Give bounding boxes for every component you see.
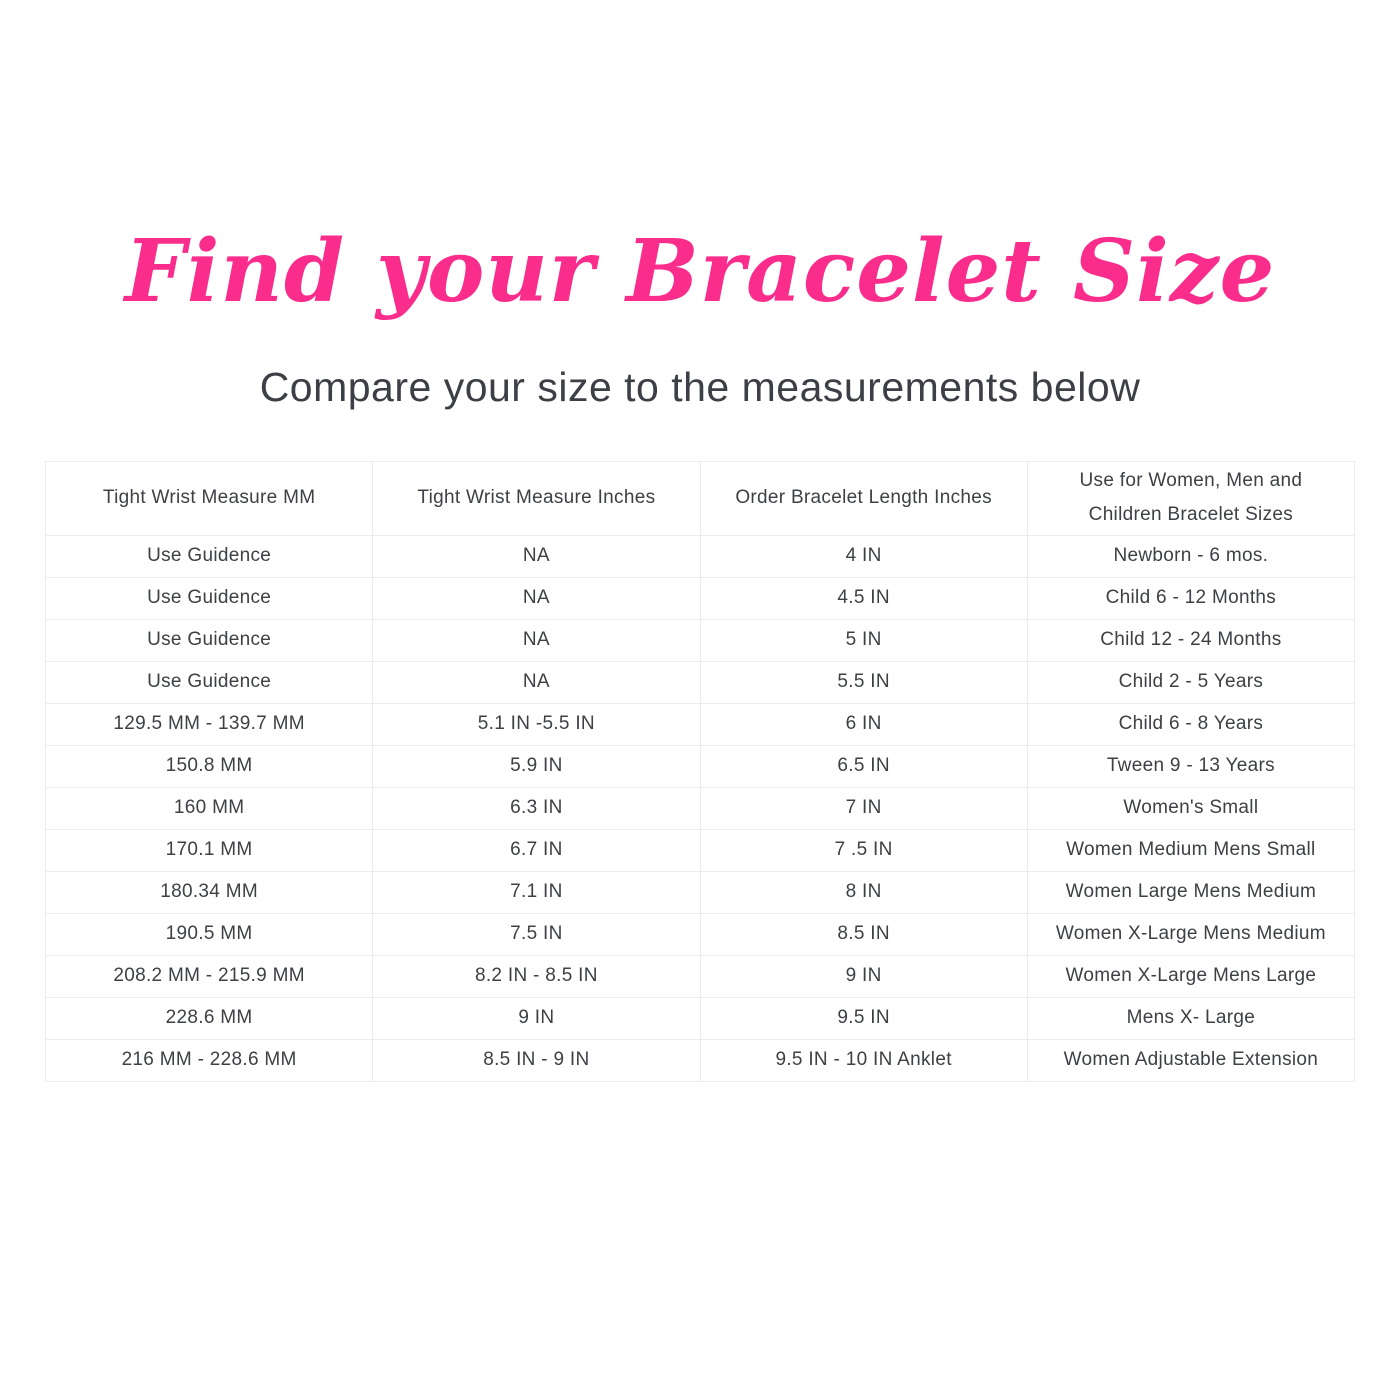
table-row: 216 MM - 228.6 MM 8.5 IN - 9 IN 9.5 IN - 1… <box>44 1038 1356 1082</box>
page-title: Find your Bracelet Size <box>124 221 1276 322</box>
table-cell: Child 12 - 24 Months <box>1026 618 1356 662</box>
table-cell: 8.5 IN - 9 IN <box>372 1038 701 1082</box>
table-cell: Mens X- Large <box>1026 996 1356 1040</box>
column-header-order-length: Order Bracelet Length Inches <box>699 460 1028 536</box>
table-cell: 8.5 IN <box>699 912 1028 956</box>
table-cell: 7 IN <box>699 786 1028 830</box>
table-cell: Child 6 - 12 Months <box>1026 576 1356 620</box>
table-row: Use Guidence NA 4 IN Newborn - 6 mos. <box>44 534 1356 578</box>
column-header-wrist-mm: Tight Wrist Measure MM <box>44 460 374 536</box>
table-cell: 6 IN <box>699 702 1028 746</box>
table-cell: Women X-Large Mens Large <box>1026 954 1356 998</box>
table-cell: 180.34 MM <box>44 870 374 914</box>
table-row: 150.8 MM 5.9 IN 6.5 IN Tween 9 - 13 Years <box>44 744 1356 788</box>
table-cell: Women Adjustable Extension <box>1026 1038 1356 1082</box>
table-cell: 9.5 IN - 10 IN Anklet <box>699 1038 1028 1082</box>
table-cell: Child 6 - 8 Years <box>1026 702 1356 746</box>
table-cell: NA <box>372 576 701 620</box>
table-cell: 190.5 MM <box>44 912 374 956</box>
table-cell: 5 IN <box>699 618 1028 662</box>
table-cell: 150.8 MM <box>44 744 374 788</box>
table-row: 180.34 MM 7.1 IN 8 IN Women Large Mens Medi… <box>44 870 1356 914</box>
table-cell: Child 2 - 5 Years <box>1026 660 1356 704</box>
table-row: Use Guidence NA 5.5 IN Child 2 - 5 Years <box>44 660 1356 704</box>
table-row: 208.2 MM - 215.9 MM 8.2 IN - 8.5 IN 9 IN Wo… <box>44 954 1356 998</box>
table-row: 160 MM 6.3 IN 7 IN Women's Small <box>44 786 1356 830</box>
table-cell: Use Guidence <box>44 534 374 578</box>
table-cell: 9.5 IN <box>699 996 1028 1040</box>
table-cell: Newborn - 6 mos. <box>1026 534 1356 578</box>
table-cell: 9 IN <box>372 996 701 1040</box>
table-cell: NA <box>372 618 701 662</box>
table-cell: 216 MM - 228.6 MM <box>44 1038 374 1082</box>
table-cell: 6.7 IN <box>372 828 701 872</box>
table-cell: 9 IN <box>699 954 1028 998</box>
table-header: Tight Wrist Measure MM Tight Wrist Measu… <box>44 460 1356 536</box>
table-cell: 6.5 IN <box>699 744 1028 788</box>
table-cell: Women Large Mens Medium <box>1026 870 1356 914</box>
table-header-row: Tight Wrist Measure MM Tight Wrist Measu… <box>44 460 1356 536</box>
bracelet-size-table: Tight Wrist Measure MM Tight Wrist Measu… <box>44 460 1356 1082</box>
table-cell: Use Guidence <box>44 576 374 620</box>
table-cell: Use Guidence <box>44 660 374 704</box>
table-cell: 7.1 IN <box>372 870 701 914</box>
table-cell: 160 MM <box>44 786 374 830</box>
table-cell: 129.5 MM - 139.7 MM <box>44 702 374 746</box>
table-cell: 7 .5 IN <box>699 828 1028 872</box>
table-cell: 5.9 IN <box>372 744 701 788</box>
table-cell: 7.5 IN <box>372 912 701 956</box>
table-cell: 8 IN <box>699 870 1028 914</box>
table-cell: Women X-Large Mens Medium <box>1026 912 1356 956</box>
table-row: 129.5 MM - 139.7 MM 5.1 IN -5.5 IN 6 IN Chi… <box>44 702 1356 746</box>
table-cell: 5.1 IN -5.5 IN <box>372 702 701 746</box>
table-cell: Women Medium Mens Small <box>1026 828 1356 872</box>
table-cell: 6.3 IN <box>372 786 701 830</box>
column-header-use-for: Use for Women, Men and Children Bracelet… <box>1026 460 1356 536</box>
table-row: Use Guidence NA 4.5 IN Child 6 - 12 Months <box>44 576 1356 620</box>
table-row: 190.5 MM 7.5 IN 8.5 IN Women X-Large Mens M… <box>44 912 1356 956</box>
table-cell: 208.2 MM - 215.9 MM <box>44 954 374 998</box>
table-row: 170.1 MM 6.7 IN 7 .5 IN Women Medium Mens S… <box>44 828 1356 872</box>
table-cell: Tween 9 - 13 Years <box>1026 744 1356 788</box>
column-header-wrist-inches: Tight Wrist Measure Inches <box>372 460 701 536</box>
page-subtitle: Compare your size to the measurements be… <box>259 363 1141 410</box>
table-row: 228.6 MM 9 IN 9.5 IN Mens X- Large <box>44 996 1356 1040</box>
table-cell: Women's Small <box>1026 786 1356 830</box>
table-cell: 228.6 MM <box>44 996 374 1040</box>
size-table-body: Use Guidence NA 4 IN Newborn - 6 mos. Use Gu… <box>44 534 1356 1082</box>
table-cell: 8.2 IN - 8.5 IN <box>372 954 701 998</box>
table-cell: 170.1 MM <box>44 828 374 872</box>
table-cell: 4 IN <box>699 534 1028 578</box>
table-cell: 5.5 IN <box>699 660 1028 704</box>
table-cell: Use Guidence <box>44 618 374 662</box>
table-cell: NA <box>372 534 701 578</box>
table-cell: NA <box>372 660 701 704</box>
table-row: Use Guidence NA 5 IN Child 12 - 24 Months <box>44 618 1356 662</box>
table-cell: 4.5 IN <box>699 576 1028 620</box>
